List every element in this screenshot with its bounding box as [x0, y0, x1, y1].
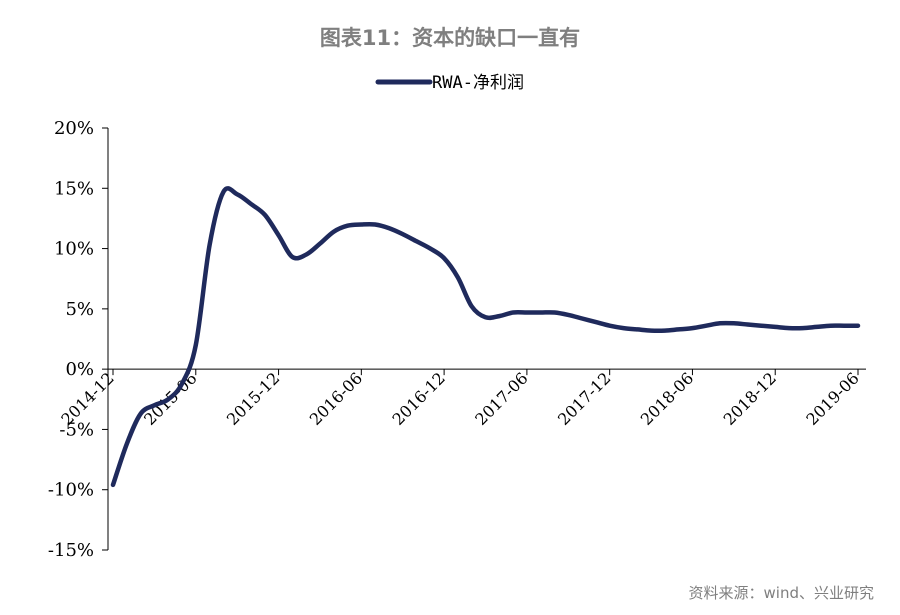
x-tick-label: 2018-06 — [637, 369, 697, 429]
y-tick-label: 15% — [54, 178, 94, 199]
x-tick-label: 2017-12 — [554, 369, 614, 429]
y-tick-label: 20% — [54, 118, 94, 139]
y-axis: -15% -10% -5% 0% 5% 10% 15% 20% — [48, 118, 109, 561]
y-tick-label: -5% — [59, 419, 94, 440]
legend-label: RWA-净利润 — [432, 73, 524, 93]
y-tick-label: 10% — [54, 239, 94, 260]
source-note: 资料来源：wind、兴业研究 — [688, 584, 874, 602]
y-tick-label: 0% — [65, 359, 94, 380]
x-tick-label: 2018-12 — [720, 369, 780, 429]
chart-title: 图表11：资本的缺口一直有 — [319, 26, 581, 50]
x-axis: 2014-12 2015-06 2015-12 2016-06 2016-12 2017-… — [57, 369, 866, 429]
x-tick-label: 2019-06 — [802, 369, 862, 429]
y-tick-label: -15% — [48, 540, 94, 561]
y-tick-label: 5% — [65, 299, 94, 320]
x-tick-label: 2015-12 — [223, 369, 283, 429]
y-tick-label: -10% — [48, 480, 94, 501]
x-tick-label: 2016-12 — [388, 369, 448, 429]
legend: RWA-净利润 — [375, 73, 524, 93]
series-group — [110, 186, 861, 488]
x-tick-label: 2016-06 — [306, 369, 366, 429]
x-tick-label: 2017-06 — [471, 369, 531, 429]
series-line-rwa-net-profit — [110, 186, 861, 488]
